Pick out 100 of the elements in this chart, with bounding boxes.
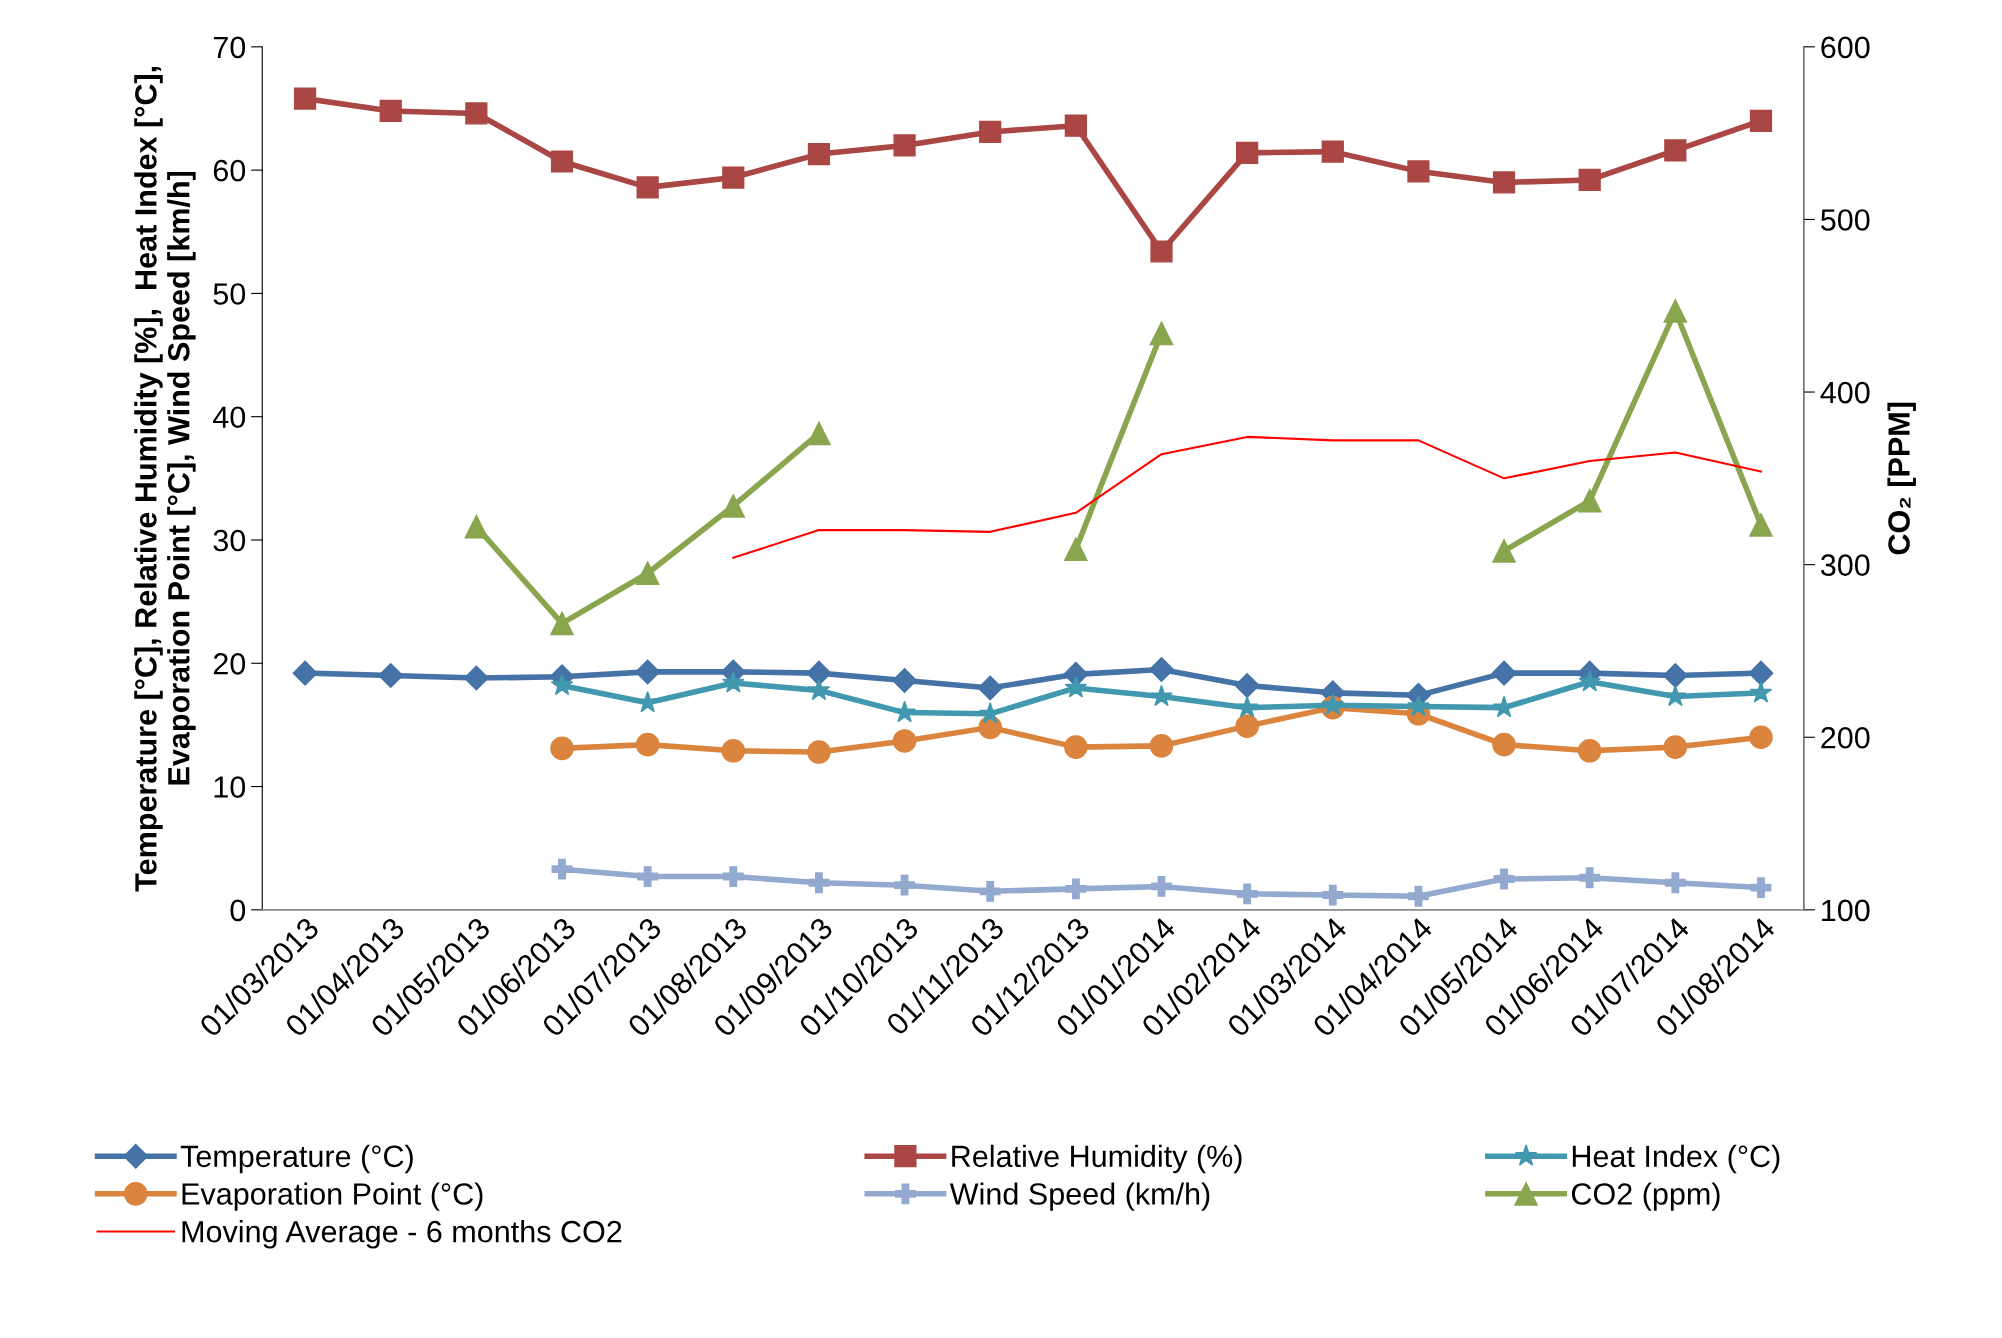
point	[1321, 693, 1345, 715]
point	[1065, 878, 1087, 900]
point	[1149, 656, 1174, 682]
point	[1321, 140, 1344, 163]
y2-tick-label: 200	[1821, 726, 1870, 749]
point	[894, 874, 915, 896]
legend-label: Heat Index (°C)	[1572, 1144, 1780, 1174]
point	[1407, 885, 1429, 907]
point	[636, 690, 659, 713]
point	[636, 176, 659, 199]
point	[1578, 168, 1601, 192]
point	[1064, 676, 1088, 698]
point	[1491, 660, 1517, 686]
y2-axis-title: CO₂ [PPM]	[1887, 402, 1916, 555]
legend-label: CO2 (ppm)	[1571, 1182, 1720, 1211]
point	[806, 660, 832, 686]
point	[721, 738, 746, 763]
point	[1492, 171, 1516, 194]
y-tick-label: 40	[213, 406, 246, 429]
point	[1493, 868, 1515, 890]
point	[464, 514, 489, 539]
point	[979, 120, 1002, 144]
point	[1749, 725, 1773, 750]
point	[1149, 734, 1174, 758]
point	[1748, 660, 1774, 686]
point	[1407, 160, 1430, 183]
legend-label: Wind Speed (km/h)	[949, 1182, 1210, 1211]
point	[1579, 867, 1601, 889]
y2-tick-label: 400	[1820, 381, 1870, 404]
point	[550, 611, 574, 636]
point	[1149, 321, 1174, 346]
point	[1322, 884, 1344, 906]
point	[1577, 738, 1602, 763]
point	[1749, 109, 1773, 132]
point	[722, 166, 745, 189]
point	[292, 660, 318, 686]
point	[1235, 714, 1259, 738]
point	[1492, 539, 1516, 563]
point	[892, 729, 917, 753]
y-tick-label: 50	[213, 283, 246, 305]
point	[977, 675, 1003, 701]
point	[463, 665, 489, 691]
point	[635, 561, 660, 586]
y2-tick-label: 300	[1820, 554, 1870, 577]
point	[551, 858, 573, 880]
point	[1150, 684, 1173, 707]
point	[1577, 488, 1602, 513]
point	[293, 87, 317, 110]
point	[1235, 695, 1259, 718]
point	[1151, 875, 1172, 897]
point	[379, 99, 402, 123]
point	[979, 880, 1001, 902]
legend-label: Relative Humidity (%)	[952, 1144, 1242, 1174]
point	[550, 150, 574, 173]
point	[1749, 681, 1773, 703]
y-tick-label: 70	[213, 36, 246, 59]
point	[1663, 735, 1688, 759]
point	[807, 142, 831, 166]
line-series	[732, 435, 1763, 559]
point	[807, 740, 831, 764]
point	[1664, 684, 1687, 707]
y-tick-label: 20	[213, 653, 246, 675]
point	[1064, 735, 1088, 759]
point	[1492, 732, 1516, 757]
y-tick-label: 60	[213, 159, 246, 182]
point	[722, 671, 745, 693]
point	[378, 663, 404, 689]
point	[1749, 513, 1773, 537]
point	[1750, 877, 1772, 899]
point	[550, 736, 574, 761]
point	[1662, 663, 1688, 689]
point	[1236, 883, 1258, 905]
legend-label: Evaporation Point (°C)	[182, 1182, 483, 1211]
point	[1664, 872, 1686, 894]
point	[637, 866, 659, 887]
point	[1664, 139, 1687, 162]
y2-tick-label: 600	[1821, 36, 1870, 59]
point	[635, 659, 661, 685]
legend-label: Moving Average - 6 months CO2	[182, 1220, 622, 1249]
point	[1064, 114, 1087, 137]
point	[550, 673, 574, 696]
point	[721, 494, 746, 518]
point	[807, 421, 831, 446]
point	[807, 678, 831, 701]
point	[722, 866, 744, 887]
y-axis-title: Temperature [°C], Relative Humidity [%], Heat Index [°C], Evaporation Point [°C], Wind Speed [km/h]	[134, 66, 196, 892]
point	[892, 668, 918, 694]
y-tick-label: 30	[213, 529, 246, 552]
y2-tick-label: 100	[1822, 899, 1870, 922]
point	[1407, 694, 1430, 717]
point	[635, 732, 660, 757]
legend-label: Temperature (°C)	[180, 1144, 413, 1174]
point	[1236, 141, 1259, 164]
point	[808, 872, 830, 894]
point	[893, 134, 916, 157]
y2-tick-label: 500	[1821, 209, 1870, 231]
point	[1663, 299, 1688, 323]
point	[1578, 669, 1601, 692]
point	[465, 102, 488, 125]
y-tick-label: 10	[214, 776, 246, 798]
